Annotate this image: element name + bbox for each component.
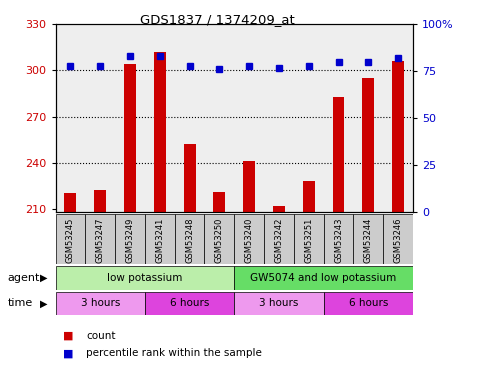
Bar (94, 190, 106, 212)
Text: percentile rank within the sample: percentile rank within the sample (86, 348, 262, 358)
Bar (273, 206, 285, 212)
Text: agent: agent (7, 273, 40, 283)
Text: GW5074 and low potassium: GW5074 and low potassium (251, 273, 397, 283)
Bar (333, 97, 344, 212)
Text: GSM53243: GSM53243 (334, 218, 343, 263)
Bar (324, 292, 413, 315)
Text: 6 hours: 6 hours (170, 298, 209, 308)
Bar (383, 214, 413, 264)
Bar (145, 292, 234, 315)
Text: GSM53246: GSM53246 (394, 218, 402, 263)
Bar (362, 78, 374, 212)
Bar (154, 52, 166, 212)
Bar (243, 161, 255, 212)
Text: count: count (86, 331, 115, 340)
Text: ▶: ▶ (40, 298, 47, 308)
Text: GDS1837 / 1374209_at: GDS1837 / 1374209_at (140, 13, 295, 26)
Text: ■: ■ (63, 331, 73, 340)
Bar (392, 61, 404, 212)
Bar (234, 214, 264, 264)
Bar (85, 214, 115, 264)
Bar (124, 64, 136, 212)
Bar (204, 214, 234, 264)
Text: GSM53242: GSM53242 (274, 218, 284, 263)
Text: GSM53251: GSM53251 (304, 218, 313, 263)
Text: GSM53248: GSM53248 (185, 218, 194, 263)
Text: ■: ■ (63, 348, 73, 358)
Bar (324, 214, 354, 264)
Text: low potassium: low potassium (107, 273, 183, 283)
Bar (115, 214, 145, 264)
Bar (294, 214, 324, 264)
Text: 6 hours: 6 hours (349, 298, 388, 308)
Text: GSM53241: GSM53241 (156, 218, 164, 263)
Bar (264, 214, 294, 264)
Bar (184, 144, 196, 212)
Text: ▶: ▶ (40, 273, 47, 283)
Text: GSM53250: GSM53250 (215, 218, 224, 263)
Bar (65, 194, 76, 212)
Bar (56, 214, 85, 264)
Text: 3 hours: 3 hours (259, 298, 298, 308)
Bar (354, 214, 383, 264)
Text: 3 hours: 3 hours (81, 298, 120, 308)
Bar (56, 266, 234, 290)
Bar (303, 181, 315, 212)
Bar (234, 292, 324, 315)
Text: time: time (7, 298, 32, 308)
Text: GSM53244: GSM53244 (364, 218, 373, 263)
Text: GSM53249: GSM53249 (126, 218, 134, 263)
Bar (234, 266, 413, 290)
Bar (145, 214, 175, 264)
Bar (213, 192, 225, 212)
Bar (56, 292, 145, 315)
Text: GSM53247: GSM53247 (96, 218, 105, 263)
Text: GSM53245: GSM53245 (66, 218, 75, 263)
Bar (175, 214, 204, 264)
Text: GSM53240: GSM53240 (245, 218, 254, 263)
